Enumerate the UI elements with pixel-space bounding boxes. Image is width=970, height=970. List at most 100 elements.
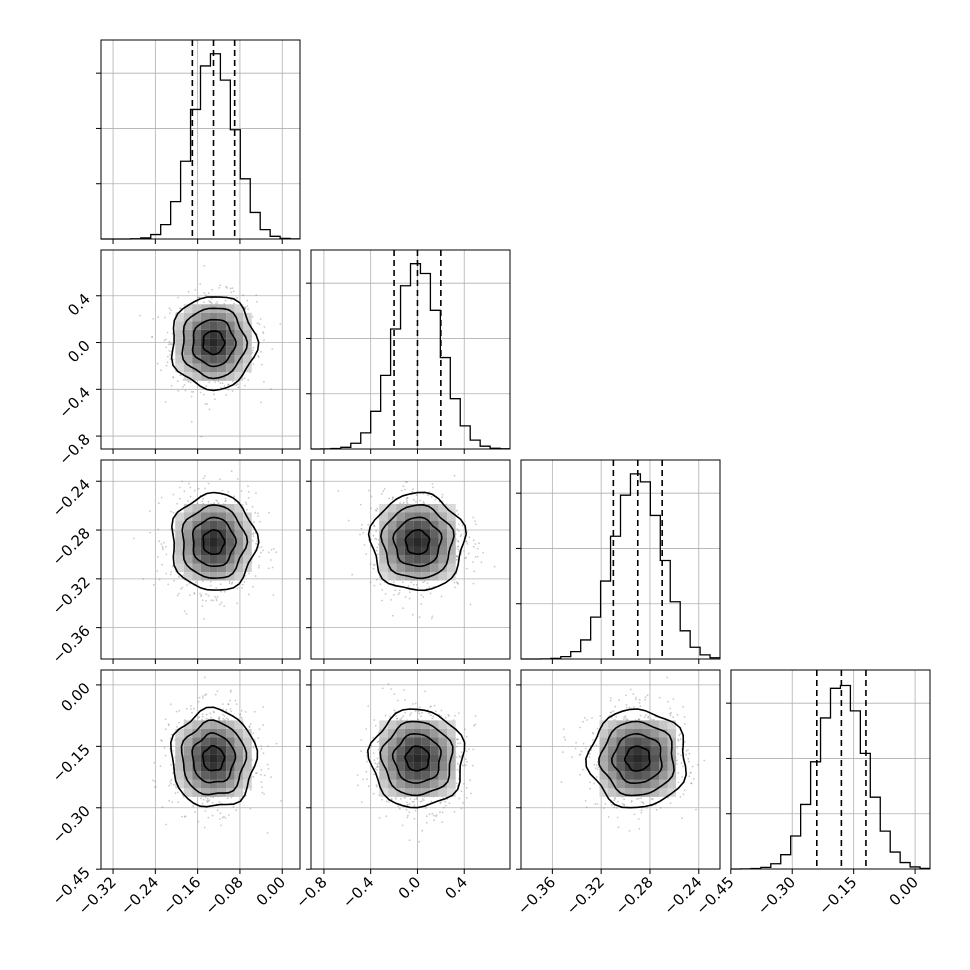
sample-point	[391, 498, 394, 501]
sample-point	[201, 715, 204, 718]
density-cell	[209, 372, 218, 381]
sample-point	[373, 773, 375, 776]
sample-point	[208, 408, 211, 411]
density-cell	[209, 363, 218, 373]
sample-point	[193, 593, 196, 595]
sample-point	[228, 814, 230, 816]
sample-point	[157, 316, 160, 319]
density-cell	[447, 563, 456, 572]
sample-point	[430, 800, 433, 803]
sample-point	[493, 565, 496, 568]
sample-point	[388, 497, 391, 500]
sample-point	[255, 772, 258, 774]
sample-point	[190, 705, 192, 707]
sample-point	[393, 709, 396, 712]
sample-point	[456, 555, 459, 558]
sample-point	[428, 586, 430, 588]
sample-point	[223, 384, 226, 387]
density-cell	[226, 546, 235, 555]
sample-point	[408, 597, 411, 600]
contour-level-2	[181, 307, 249, 380]
density-cell	[209, 537, 218, 547]
sample-point	[219, 583, 222, 586]
density-cell	[413, 571, 422, 581]
sample-point	[177, 801, 180, 804]
sample-point	[250, 723, 252, 725]
sample-point	[470, 792, 472, 795]
sample-point	[425, 822, 428, 824]
sample-point	[367, 785, 370, 788]
sample-point	[381, 589, 383, 591]
sample-point	[171, 332, 174, 335]
panel-0-0	[96, 39, 301, 244]
sample-point	[231, 380, 234, 383]
density-cell	[192, 512, 201, 521]
sample-point	[248, 725, 251, 728]
sample-point	[160, 543, 163, 545]
panel-frame	[520, 459, 721, 660]
sample-point	[366, 778, 368, 780]
sample-point	[158, 540, 161, 543]
sample-point	[370, 495, 373, 498]
sample-point	[190, 391, 193, 393]
sample-point	[224, 499, 227, 502]
sample-point	[213, 393, 216, 395]
sample-point	[347, 519, 350, 522]
sample-point	[382, 490, 385, 493]
sample-point	[240, 716, 243, 719]
y-tick-label: −0.30	[49, 802, 94, 847]
y-tick-label: −0.8	[55, 430, 93, 468]
sample-point	[175, 710, 178, 713]
sample-point	[187, 290, 190, 293]
density-cell	[243, 363, 252, 373]
sample-point	[162, 547, 164, 549]
sample-point	[203, 292, 206, 294]
sample-point	[474, 543, 477, 545]
density-cell	[183, 312, 193, 322]
sample-point	[161, 806, 164, 808]
sample-point	[456, 540, 459, 543]
sample-point	[186, 584, 188, 586]
sample-point	[429, 592, 432, 595]
sample-point	[142, 578, 145, 580]
panel-1-0: −0.8−0.40.00.4	[55, 249, 301, 469]
sample-point	[376, 546, 379, 549]
sample-point	[267, 567, 270, 570]
sample-point	[207, 500, 210, 503]
sample-point	[229, 699, 231, 702]
density-cell	[183, 571, 193, 581]
density-cell	[183, 321, 193, 330]
sample-point	[360, 527, 363, 530]
sample-point	[377, 748, 380, 751]
sample-point	[230, 470, 233, 473]
sample-point	[207, 594, 210, 597]
sample-point	[400, 489, 403, 492]
sample-point	[387, 683, 390, 685]
sample-point	[221, 382, 224, 385]
sample-point	[235, 809, 238, 812]
sample-point	[168, 307, 171, 310]
sample-point	[260, 748, 263, 750]
sample-point	[197, 820, 200, 823]
sample-point	[247, 308, 250, 310]
sample-point	[376, 553, 379, 556]
sample-point	[255, 542, 257, 545]
sample-point	[201, 500, 204, 503]
sample-point	[431, 717, 434, 720]
sample-point	[172, 358, 175, 361]
density-cell	[175, 529, 184, 538]
sample-point	[463, 764, 466, 767]
sample-point	[204, 403, 207, 405]
sample-point	[206, 797, 209, 800]
sample-point	[237, 386, 240, 389]
sample-point	[381, 599, 383, 602]
density-cell	[243, 329, 252, 339]
sample-point	[356, 784, 359, 787]
sample-point	[154, 780, 157, 783]
sample-point	[466, 760, 468, 763]
sample-point	[218, 717, 221, 720]
sample-point	[194, 581, 197, 583]
density-cell	[200, 563, 210, 572]
sample-point	[230, 582, 233, 585]
sample-point	[456, 509, 458, 512]
